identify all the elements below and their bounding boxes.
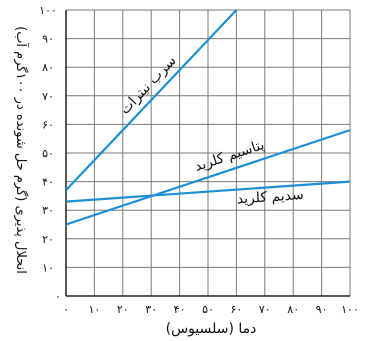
series-line [65, 9, 238, 191]
y-tick-label: ۵۰ [42, 147, 54, 160]
y-tick-label: ۴۰ [42, 176, 54, 189]
y-tick-label: ۹۰ [42, 33, 54, 46]
y-tick-label: ۱۰ [42, 261, 54, 274]
x-tick-label: ۴۰ [174, 303, 186, 316]
grid [66, 9, 351, 296]
x-tick-label: ۶۰ [230, 303, 242, 316]
series-line [65, 129, 351, 226]
tick-labels: ۰ ۱۰ ۲۰ ۳۰ ۴۰ ۵۰ ۶۰ ۷۰ ۸۰ ۹۰ ۱۰۰ ۱۰ ۲۰ ۳۰ ۴۰ ۵۰ ۶۰ ۷۰ ۸۰ ۹۰… [39, 4, 359, 316]
y-tick-label: ۸۰ [42, 61, 54, 74]
axes [65, 10, 350, 297]
x-tick-label: ۸۰ [287, 303, 299, 316]
y-tick-label-origin: ۰ [55, 290, 61, 303]
x-tick-label: ۹۰ [316, 303, 328, 316]
x-tick-label: ۷۰ [259, 303, 271, 316]
x-tick-label: ۱۰ [88, 303, 100, 316]
x-tick-label: ۱۰۰ [341, 303, 359, 316]
x-tick-label: ۲۰ [117, 303, 129, 316]
y-tick-label: ۱۰۰ [39, 4, 57, 17]
y-tick-label: ۶۰ [42, 118, 54, 131]
x-axis-title: دما (سلسیوس) [166, 321, 257, 337]
y-tick-label: ۲۰ [42, 233, 54, 246]
series-lines [65, 9, 351, 226]
x-tick-label: ۳۰ [145, 303, 157, 316]
x-tick-label: ۵۰ [202, 303, 214, 316]
y-tick-label: ۳۰ [42, 204, 54, 217]
y-axis-title: انحلال پذیری (گرم حل شونده در ۱۰۰گرم آب) [13, 26, 30, 274]
series-line [65, 180, 351, 203]
series-label: سرب نیترات [117, 53, 180, 118]
series-label: سدیم کلرید [236, 187, 304, 208]
x-tick-label: ۰ [63, 303, 69, 316]
y-tick-label: ۷۰ [42, 90, 54, 103]
